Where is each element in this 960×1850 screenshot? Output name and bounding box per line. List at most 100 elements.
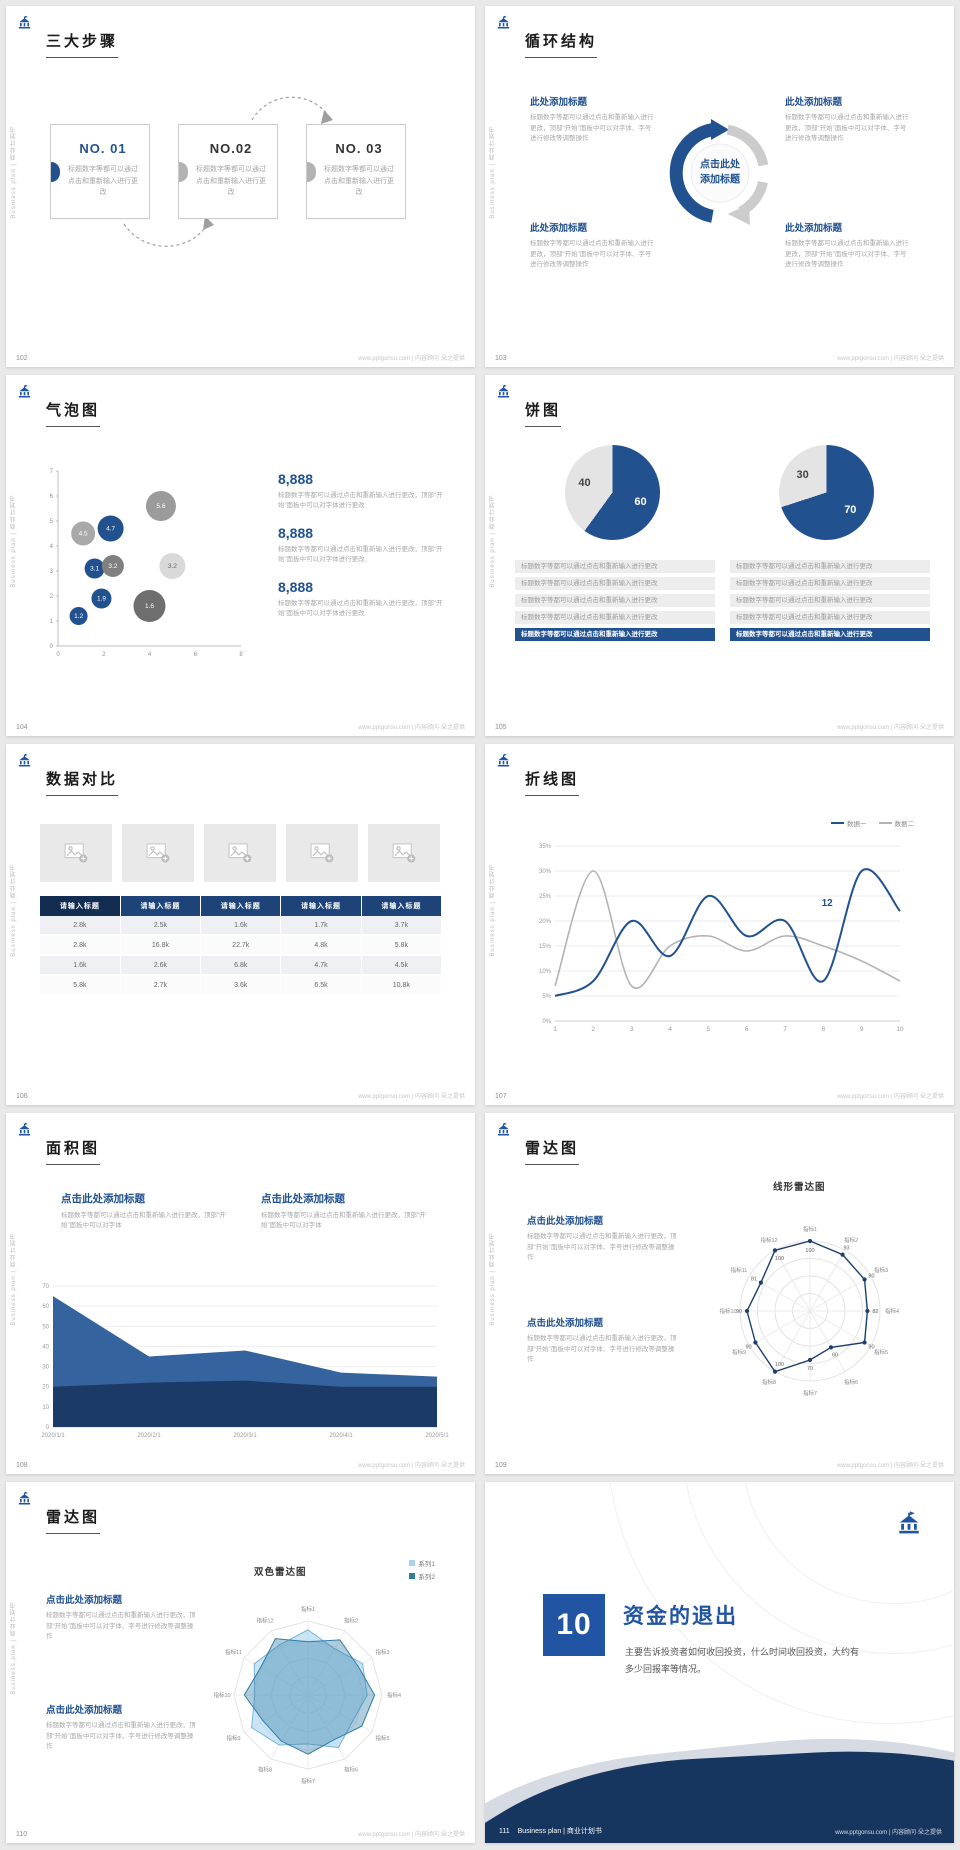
svg-text:70: 70 [807, 1366, 813, 1372]
cycle-text-block: 此处添加标题 标题数字等都可以通过点击和重新输入进行更改，顶部“开始”面板中可以… [785, 220, 911, 271]
block-title: 点击此处添加标题 [46, 1705, 123, 1716]
block-title: 点击此处添加标题 [261, 1193, 345, 1205]
table-row: 2.8k 2.5k 1.6k 1.7k 3.7k [40, 916, 443, 936]
caption-bar-list: 标题数字等都可以通过点击和重新输入进行更改 标题数字等都可以通过点击和重新输入进… [730, 560, 930, 645]
slide-side-label: Business plan | 商业计划书 [11, 494, 17, 588]
slide-side-label: Business plan | 商业计划书 [11, 863, 17, 957]
svg-text:5: 5 [50, 519, 54, 525]
block-body: 标题数字等都可以通过点击和重新输入进行更改，顶部“开始”面板中可以对字体、字号进… [530, 240, 654, 269]
table-header-cell: 请输入标题 [361, 896, 443, 916]
svg-text:4: 4 [50, 544, 54, 550]
svg-text:2: 2 [102, 652, 106, 658]
caption-bar-highlight: 标题数字等都可以通过点击和重新输入进行更改 [730, 628, 930, 641]
block-body: 标题数字等都可以通过点击和重新输入进行更改，顶部“开始”面板中可以对字体 [261, 1212, 426, 1230]
svg-text:2: 2 [592, 1026, 596, 1033]
svg-text:指标5: 指标5 [375, 1734, 389, 1742]
legend-label: 数据二 [894, 821, 915, 828]
table-cell: 2.8k [40, 935, 121, 956]
slide-number: 108 [16, 1462, 28, 1469]
svg-text:4: 4 [668, 1026, 672, 1033]
table-cell: 2.7k [120, 975, 202, 996]
caption-bar-highlight: 标题数字等都可以通过点击和重新输入进行更改 [515, 628, 715, 641]
stat-value: 8,888 [278, 524, 314, 541]
table-cell: 3.7k [361, 916, 443, 936]
slide-title: 饼图 [525, 399, 562, 427]
pie-slice-value: 30 [796, 469, 809, 482]
slide-footer: www.pptgonsu.com | 内容顾问·朵之提供 [837, 725, 944, 731]
stat-block: 8,888 标题数字等都可以通过点击和重新输入进行更改，顶部“开始”面板中可以对… [278, 579, 446, 620]
block-title: 此处添加标题 [530, 223, 588, 234]
step-body: 标题数字等都可以通过点击和重新输入进行更改 [68, 166, 138, 197]
block-body: 标题数字等都可以通过点击和重新输入进行更改，顶部“开始”面板中可以对字体、字号进… [46, 1612, 196, 1641]
slide-title: 数据对比 [46, 768, 119, 796]
svg-text:1.2: 1.2 [74, 613, 83, 620]
cycle-diagram: 点击此处添加标题 [653, 106, 787, 256]
svg-text:6: 6 [194, 652, 198, 658]
block-body: 标题数字等都可以通过点击和重新输入进行更改，顶部“开始”面板中可以对字体、字号进… [530, 114, 654, 143]
radar-text-block: 点击此处添加标题 标题数字等都可以通过点击和重新输入进行更改，顶部“开始”面板中… [46, 1592, 196, 1643]
svg-text:1.6: 1.6 [145, 603, 154, 610]
svg-text:0: 0 [46, 1425, 50, 1431]
svg-text:30: 30 [42, 1365, 49, 1371]
slide-110: Business plan | 商业计划书 雷达图 点击此处添加标题 标题数字等… [6, 1482, 475, 1843]
svg-text:7: 7 [783, 1026, 787, 1033]
block-title: 此处添加标题 [785, 97, 843, 108]
area-text-block: 点击此处添加标题 标题数字等都可以通过点击和重新输入进行更改，顶部“开始”面板中… [261, 1191, 429, 1232]
slide-number: 106 [16, 1093, 28, 1100]
brand-logo-icon [17, 1122, 32, 1137]
svg-text:10%: 10% [539, 969, 552, 975]
image-placeholder-row [40, 824, 440, 882]
step-bump-icon [179, 161, 188, 182]
brand-logo-icon [496, 1122, 511, 1137]
legend-item: 数据一 [831, 818, 867, 828]
svg-text:指标2: 指标2 [344, 1617, 358, 1625]
stat-block: 8,888 标题数字等都可以通过点击和重新输入进行更改，顶部“开始”面板中可以对… [278, 471, 446, 512]
brand-logo-icon [896, 1510, 922, 1536]
stat-body: 标题数字等都可以通过点击和重新输入进行更改，顶部“开始”面板中可以对字体进行更改 [278, 545, 443, 564]
svg-text:100: 100 [775, 1362, 784, 1368]
step-number: NO. 03 [335, 141, 383, 156]
slide-108: Business plan | 商业计划书 面积图 点击此处添加标题 标题数字等… [6, 1113, 475, 1474]
pie-slice-value: 40 [578, 477, 591, 490]
svg-text:0: 0 [50, 644, 54, 650]
svg-text:3.2: 3.2 [108, 563, 117, 570]
table-cell: 6.5k [280, 975, 362, 996]
svg-text:12: 12 [822, 898, 834, 909]
block-body: 标题数字等都可以通过点击和重新输入进行更改，顶部“开始”面板中可以对字体、字号进… [527, 1335, 677, 1364]
svg-text:指标3: 指标3 [375, 1648, 389, 1656]
svg-text:0%: 0% [542, 1019, 551, 1025]
slide-title: 雷达图 [525, 1137, 580, 1165]
area-chart: 0 10 20 30 40 50 60 70 2020/1/1 2020/2/1 2020/3/1 2… [41, 1284, 449, 1439]
table-cell: 6.8k [200, 955, 282, 976]
slide-footer: www.pptgonsu.com | 内容顾问·朵之提供 [837, 356, 944, 362]
slide-side-label: Business plan | 商业计划书 [490, 863, 496, 957]
svg-text:93: 93 [843, 1246, 849, 1252]
pie-chart-left: 60 40 [565, 445, 660, 540]
svg-text:指标4: 指标4 [387, 1691, 401, 1699]
image-placeholder-icon [122, 824, 194, 882]
table-cell: 10.8k [361, 975, 443, 996]
step-body: 标题数字等都可以通过点击和重新输入进行更改 [324, 166, 394, 197]
slide-title: 循环结构 [525, 30, 598, 58]
step-bump-icon [51, 161, 60, 182]
section-number-badge: 10 [543, 1594, 605, 1656]
svg-text:20%: 20% [539, 919, 552, 925]
svg-text:10: 10 [42, 1405, 49, 1411]
svg-text:指标1: 指标1 [301, 1605, 315, 1613]
svg-text:100: 100 [775, 1256, 784, 1262]
step-card-3: NO. 03 标题数字等都可以通过点击和重新输入进行更改 [306, 124, 406, 219]
table-cell: 2.8k [40, 916, 121, 936]
brand-label: Business plan | 商业计划书 [517, 1828, 602, 1835]
block-title: 此处添加标题 [530, 97, 588, 108]
svg-text:指标12: 指标12 [256, 1617, 273, 1625]
svg-text:30%: 30% [539, 869, 552, 875]
svg-text:100: 100 [805, 1248, 814, 1254]
svg-text:2020/2/1: 2020/2/1 [137, 1433, 161, 1439]
chart-legend: 系列1 系列2 [409, 1558, 435, 1584]
block-body: 标题数字等都可以通过点击和重新输入进行更改，顶部“开始”面板中可以对字体、字号进… [527, 1233, 677, 1262]
step-number: NO.02 [209, 141, 253, 156]
step-card-2: NO.02 标题数字等都可以通过点击和重新输入进行更改 [178, 124, 278, 219]
slide-107: Business plan | 商业计划书 折线图 数据一 数据二 0% 5% 10… [485, 744, 954, 1105]
slide-number: 110 [16, 1831, 28, 1838]
pie-chart-right: 70 30 [779, 445, 874, 540]
